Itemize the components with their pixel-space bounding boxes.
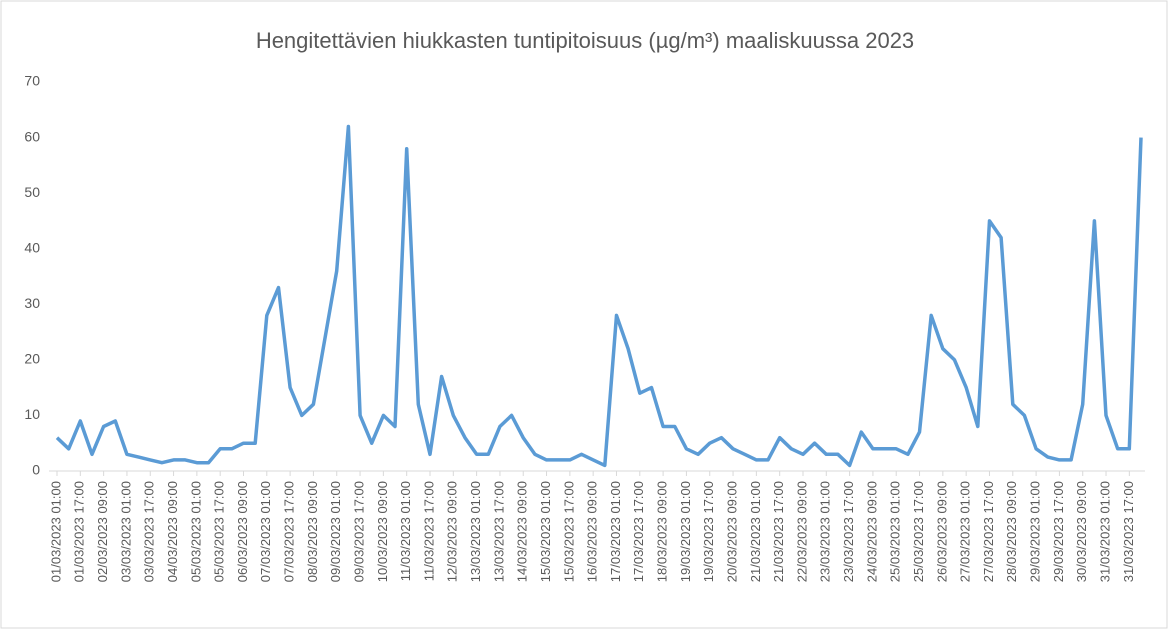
x-tick-label: 09/03/2023 01:00 [328,481,343,582]
x-tick-label: 29/03/2023 01:00 [1028,481,1043,582]
x-tick-label: 07/03/2023 01:00 [258,481,273,582]
x-tick-label: 18/03/2023 09:00 [655,481,670,582]
x-tick-label: 11/03/2023 01:00 [398,481,413,581]
x-tick-label: 01/03/2023 17:00 [72,481,87,582]
x-tick-label: 14/03/2023 09:00 [515,481,530,582]
x-tick-label: 01/03/2023 01:00 [48,481,63,582]
y-tick-label: 10 [24,406,40,422]
x-tick-label: 06/03/2023 09:00 [235,481,250,582]
x-tick-label: 20/03/2023 09:00 [724,481,739,582]
x-tick-label: 19/03/2023 17:00 [701,481,716,582]
x-tick-label: 15/03/2023 01:00 [538,481,553,582]
x-tick-label: 31/03/2023 01:00 [1097,481,1112,582]
x-tick-label: 10/03/2023 09:00 [375,481,390,582]
x-tick-label: 04/03/2023 09:00 [165,481,180,582]
y-tick-label: 50 [24,184,40,200]
x-tick-label: 05/03/2023 01:00 [188,481,203,582]
x-tick-label: 03/03/2023 17:00 [142,481,157,582]
x-tick-label: 25/03/2023 17:00 [911,481,926,582]
y-tick-label: 20 [24,351,40,367]
x-tick-label: 16/03/2023 09:00 [585,481,600,582]
x-tick-label: 26/03/2023 09:00 [934,481,949,582]
x-tick-label: 27/03/2023 17:00 [981,481,996,582]
y-tick-label: 60 [24,128,40,144]
x-tick-label: 09/03/2023 17:00 [351,481,366,582]
x-tick-label: 31/03/2023 17:00 [1121,481,1136,582]
x-tick-label: 15/03/2023 17:00 [561,481,576,582]
x-tick-label: 17/03/2023 17:00 [631,481,646,582]
x-tick-label: 27/03/2023 01:00 [958,481,973,582]
x-tick-label: 22/03/2023 09:00 [794,481,809,582]
x-tick-label: 13/03/2023 17:00 [491,481,506,582]
x-tick-label: 28/03/2023 09:00 [1004,481,1019,582]
x-tick-label: 17/03/2023 01:00 [608,481,623,582]
x-tick-label: 24/03/2023 09:00 [864,481,879,582]
x-tick-label: 21/03/2023 17:00 [771,481,786,582]
y-tick-label: 40 [24,239,40,255]
chart-title: Hengitettävien hiukkasten tuntipitoisuus… [256,28,914,53]
x-tick-label: 30/03/2023 09:00 [1074,481,1089,582]
x-tick-label: 11/03/2023 17:00 [421,481,436,581]
y-tick-label: 70 [24,73,40,89]
x-tick-label: 08/03/2023 09:00 [305,481,320,582]
x-tick-label: 07/03/2023 17:00 [282,481,297,582]
x-tick-label: 19/03/2023 01:00 [678,481,693,582]
x-tick-label: 12/03/2023 09:00 [445,481,460,582]
x-tick-label: 21/03/2023 01:00 [748,481,763,582]
x-tick-label: 23/03/2023 01:00 [818,481,833,582]
x-tick-label: 13/03/2023 01:00 [468,481,483,582]
y-tick-label: 0 [32,462,40,478]
x-tick-label: 02/03/2023 09:00 [95,481,110,582]
x-tick-label: 05/03/2023 17:00 [212,481,227,582]
x-tick-label: 03/03/2023 01:00 [118,481,133,582]
x-tick-label: 29/03/2023 17:00 [1051,481,1066,582]
y-tick-label: 30 [24,295,40,311]
x-tick-label: 25/03/2023 01:00 [888,481,903,582]
data-line [55,124,1143,468]
x-tick-label: 23/03/2023 17:00 [841,481,856,582]
